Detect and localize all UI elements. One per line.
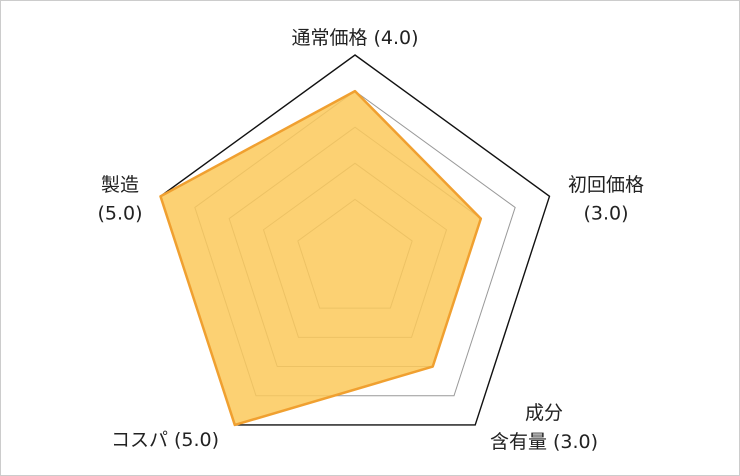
category-label: 含有量 [490, 431, 547, 453]
category-label: 通常価格 [291, 27, 367, 49]
axis-label: 含有量 (3.0) [490, 431, 598, 453]
data-area [159, 89, 483, 427]
category-label: 成分 [525, 402, 563, 424]
axis-label: 初回価格 [568, 174, 644, 196]
value-label: (3.0) [583, 203, 628, 225]
category-label: コスパ [111, 429, 168, 451]
value-label: (5.0) [174, 429, 219, 451]
value-label: (5.0) [97, 203, 142, 225]
axis-label: 成分 [525, 402, 563, 424]
category-label: 初回価格 [568, 174, 644, 196]
axis-label: 製造 [101, 174, 139, 196]
grid-ring [159, 54, 551, 426]
axis-label: 通常価格 (4.0) [291, 27, 418, 49]
axis-label: コスパ (5.0) [111, 429, 219, 451]
value-label: (4.0) [373, 27, 418, 49]
value-label: (3.0) [553, 431, 598, 453]
category-label: 製造 [101, 174, 139, 196]
